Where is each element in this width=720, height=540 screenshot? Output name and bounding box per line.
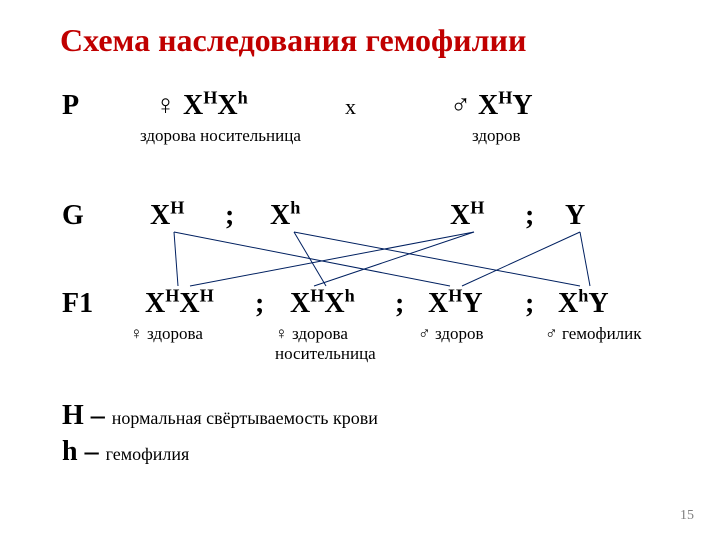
g-gamete-2: XH — [450, 200, 484, 232]
f1-semi-0: ; — [255, 288, 264, 320]
f1-semi-2: ; — [525, 288, 534, 320]
f1-desc-3: ♂ гемофилик — [545, 324, 642, 344]
g-gamete-1: Xh — [270, 200, 300, 232]
f1-desc-2: ♂ здоров — [418, 324, 484, 344]
g-semi-1: ; — [525, 200, 534, 232]
slide: Схема наследования гемофилии P G F1 ♀ XH… — [0, 0, 720, 540]
f1-geno-2: XHY — [428, 288, 483, 320]
g-gamete-3: Y — [565, 200, 585, 232]
page-number: 15 — [680, 508, 694, 524]
f1-desc-1b: носительница — [275, 344, 376, 364]
f1-geno-3: XhY — [558, 288, 609, 320]
f1-desc-1: ♀ здорова — [275, 324, 348, 344]
row-label-f1: F1 — [62, 288, 93, 320]
f1-desc-0: ♀ здорова — [130, 324, 203, 344]
f1-geno-0: XHXH — [145, 288, 214, 320]
p-cross: x — [345, 94, 356, 120]
row-label-p: P — [62, 90, 79, 122]
legend-h: h – гемофилия — [62, 436, 189, 468]
p-female-genotype: ♀ XHXh — [155, 90, 248, 122]
g-semi-0: ; — [225, 200, 234, 232]
p-female-desc: здорова носительница — [140, 126, 301, 146]
p-male-genotype: ♂ XHY — [450, 90, 533, 122]
g-gamete-0: XH — [150, 200, 184, 232]
p-male-desc: здоров — [472, 126, 521, 146]
slide-title: Схема наследования гемофилии — [60, 22, 526, 59]
f1-geno-1: XHXh — [290, 288, 355, 320]
f1-semi-1: ; — [395, 288, 404, 320]
row-label-g: G — [62, 200, 84, 232]
legend-H: H – нормальная свёртываемость крови — [62, 400, 378, 432]
